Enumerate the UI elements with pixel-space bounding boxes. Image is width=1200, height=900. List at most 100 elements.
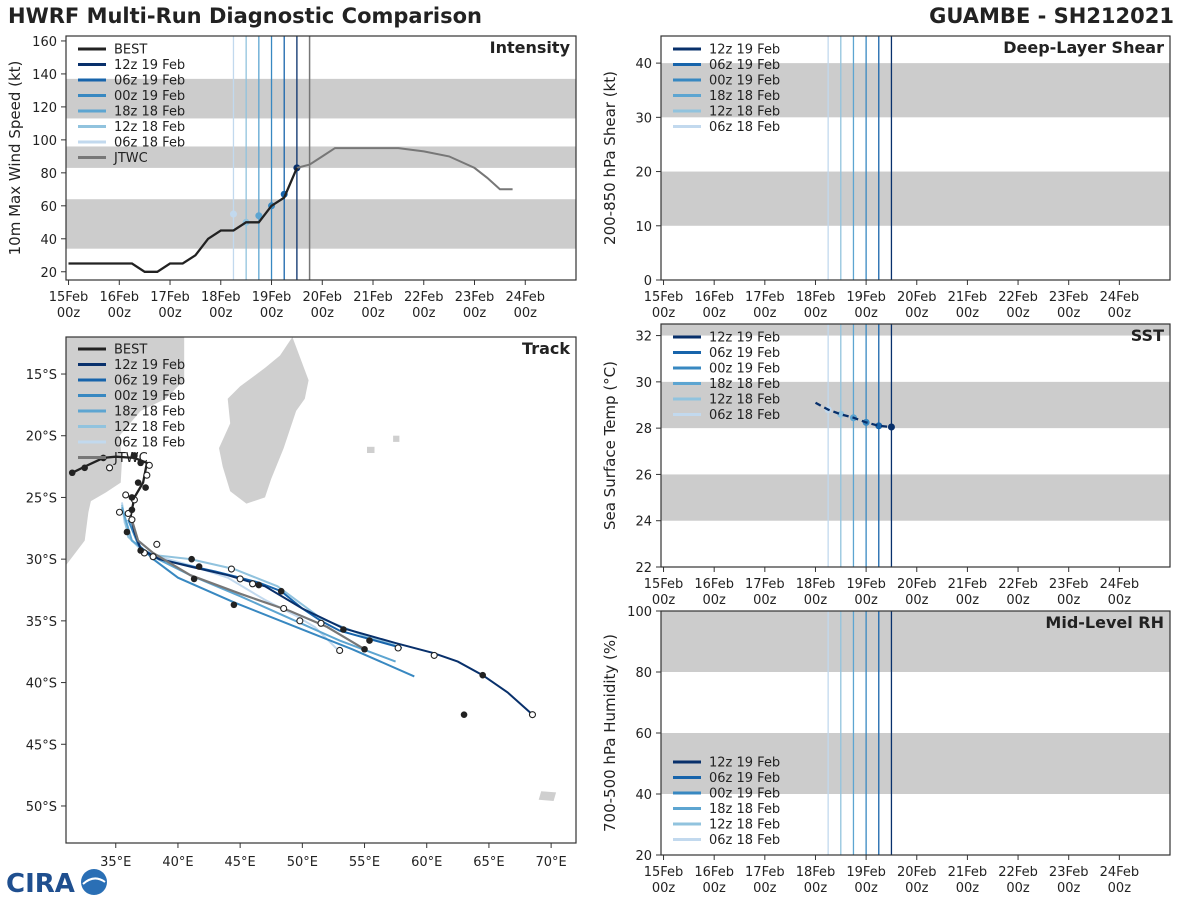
panel-track: 35°E 40°E 45°E 50°E 55°E 60°E 65°E 70°E 15°S 20°S… (26, 336, 577, 870)
x-tick-label-date: 22Feb (998, 290, 1038, 305)
x-tick-label-date: 22Feb (998, 865, 1038, 880)
panel-title: Mid-Level RH (1045, 613, 1164, 632)
series-start-point (229, 210, 237, 218)
y-tick-label: 120 (32, 101, 57, 116)
x-tick-label-date: 23Feb (1049, 577, 1089, 592)
track-marker-open (249, 580, 257, 588)
track-marker-open (145, 461, 153, 469)
track-marker-filled (361, 645, 368, 653)
y-tick-label: 20 (40, 266, 57, 281)
x-tick-label-hour: 00z (956, 593, 980, 608)
legend-entry-label: 18z 18 Feb (709, 89, 780, 104)
legend-entry-label: 06z 18 Feb (114, 136, 185, 151)
legend-entry-label: 06z 19 Feb (709, 58, 780, 73)
x-tick-label-hour: 00z (361, 306, 385, 321)
legend-entry-label: 12z 19 Feb (114, 358, 185, 373)
track-marker-filled (366, 637, 373, 644)
y-axis-label: 10m Max Wind Speed (kt) (6, 61, 24, 256)
x-tick-label-date: 21Feb (948, 865, 988, 880)
series-start-point (255, 212, 263, 220)
track-marker-filled (190, 575, 198, 583)
y-axis-label: Sea Surface Temp (°C) (601, 361, 619, 530)
x-tick-label-hour: 00z (108, 306, 132, 321)
x-tick-label-hour: 00z (1108, 881, 1132, 896)
x-tick-label-hour: 00z (1057, 306, 1081, 321)
x-tick-label-date: 15Feb (644, 290, 684, 305)
x-tick-label-hour: 00z (956, 881, 980, 896)
panel-title: Deep-Layer Shear (1003, 38, 1164, 57)
y-tick-label: 26 (635, 468, 652, 483)
x-tick-label-date: 24Feb (1100, 577, 1140, 592)
legend-entry-label: 12z 19 Feb (709, 756, 780, 771)
shaded-band (661, 324, 1170, 336)
track-marker-filled (142, 484, 149, 491)
x-tick-label-hour: 00z (1108, 593, 1132, 608)
lon-tick-label: 35°E (100, 855, 131, 870)
series-start-point (875, 422, 883, 430)
track-marker-filled (131, 452, 138, 459)
y-tick-label: 22 (635, 561, 652, 576)
x-tick-label-date: 19Feb (252, 290, 292, 305)
track-marker-filled (81, 464, 88, 472)
x-tick-label-date: 20Feb (302, 290, 342, 305)
track-marker-filled (255, 581, 263, 589)
legend-entry-label: JTWC (113, 151, 148, 166)
track-marker-filled (137, 547, 144, 554)
legend-entry-label: 12z 18 Feb (114, 120, 185, 135)
x-tick-label-date: 21Feb (948, 290, 988, 305)
track-marker-open (336, 646, 344, 655)
cira-logo-globe (81, 869, 107, 895)
shaded-band (66, 199, 576, 249)
track-marker-filled (340, 626, 347, 633)
y-tick-label: 20 (635, 166, 652, 181)
track-marker-filled (277, 587, 285, 595)
x-tick-label-date: 17Feb (745, 577, 785, 592)
track-marker-open (115, 508, 124, 516)
y-tick-label: 100 (32, 134, 57, 149)
legend-entry-label: 06z 19 Feb (709, 771, 780, 786)
legend-entry-label: 00z 19 Feb (709, 787, 780, 802)
x-tick-label-hour: 00z (158, 306, 182, 321)
legend-entry-label: 18z 18 Feb (709, 802, 780, 817)
y-tick-label: 40 (40, 233, 57, 248)
legend-entry-label: 06z 19 Feb (709, 346, 780, 361)
track-marker-filled (195, 563, 203, 570)
lon-tick-label: 50°E (287, 855, 318, 870)
series-start-point (887, 423, 895, 431)
figure-title: HWRF Multi-Run Diagnostic Comparison (8, 4, 483, 28)
x-tick-label-date: 18Feb (796, 865, 836, 880)
x-tick-label-hour: 00z (57, 306, 81, 321)
panel-title: SST (1131, 326, 1164, 345)
x-tick-label-date: 17Feb (745, 290, 785, 305)
x-tick-label-date: 20Feb (897, 290, 937, 305)
best-track-line (814, 401, 892, 429)
track-marker-open (143, 471, 151, 479)
track-marker-open (122, 491, 130, 499)
y-tick-label: 20 (635, 849, 652, 864)
x-tick-label-hour: 00z (956, 306, 980, 321)
x-tick-label-date: 24Feb (1100, 865, 1140, 880)
x-tick-label-hour: 00z (1006, 306, 1030, 321)
panel-shear: 01020304015Feb00z16Feb00z17Feb00z18Feb00… (601, 35, 1171, 321)
x-tick-label-date: 20Feb (897, 577, 937, 592)
y-tick-label: 60 (635, 727, 652, 742)
track-line-18z-18-feb (121, 507, 396, 663)
track-marker-open (430, 651, 438, 659)
x-tick-label-date: 16Feb (100, 290, 140, 305)
x-tick-label-hour: 00z (702, 306, 726, 321)
y-tick-label: 40 (635, 788, 652, 803)
y-tick-label: 24 (635, 515, 652, 530)
x-tick-label-hour: 00z (1108, 306, 1132, 321)
y-tick-label: 0 (644, 274, 652, 289)
y-axis-label: 700-500 hPa Humidity (%) (601, 634, 619, 832)
x-tick-label-hour: 00z (463, 306, 487, 321)
legend-entry-label: 12z 19 Feb (709, 331, 780, 346)
x-tick-label-date: 23Feb (1049, 865, 1089, 880)
x-tick-label-date: 18Feb (796, 577, 836, 592)
track-marker-open (296, 617, 304, 625)
x-tick-label-hour: 00z (412, 306, 436, 321)
track-marker-filled (123, 528, 131, 536)
shaded-band (661, 611, 1170, 672)
shaded-band (661, 381, 1170, 429)
x-tick-label-hour: 00z (905, 881, 929, 896)
